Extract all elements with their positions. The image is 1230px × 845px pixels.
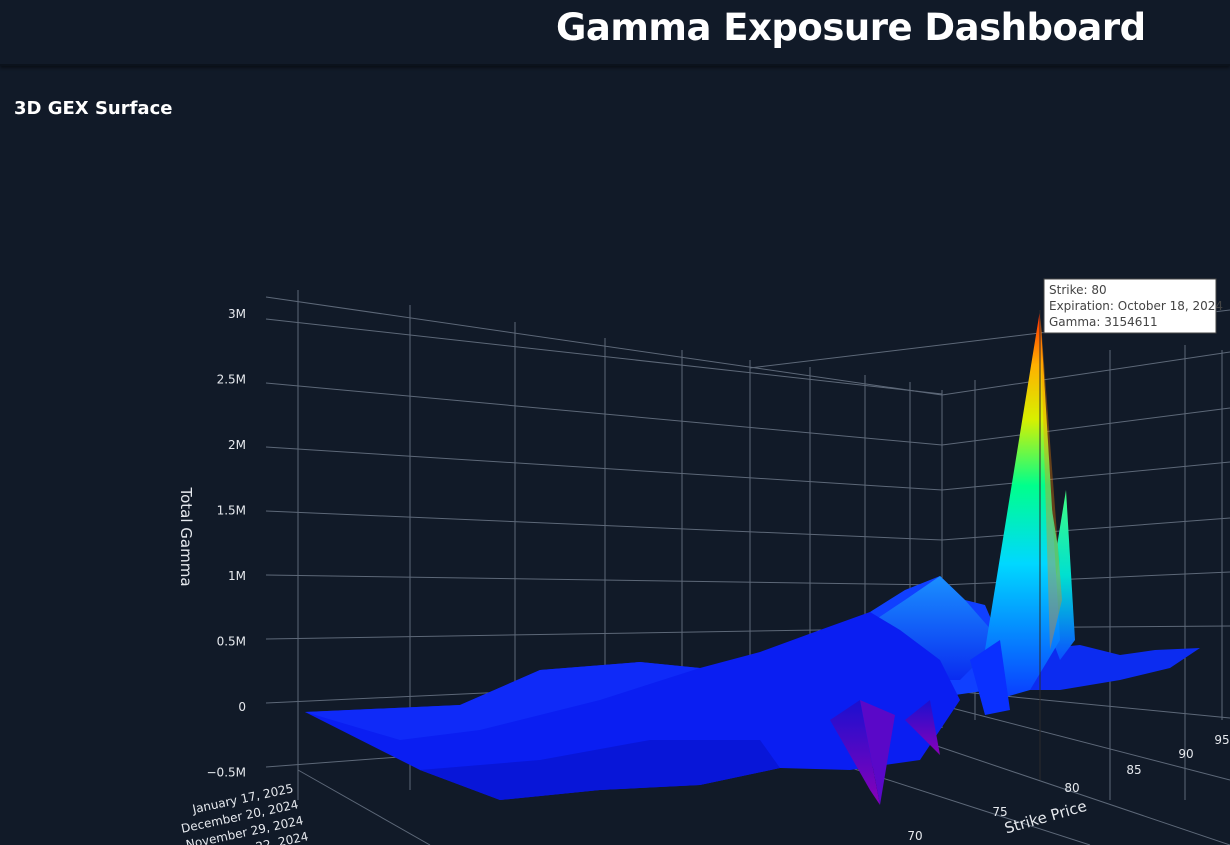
grid-line [265,574,943,586]
grid-line [265,382,943,446]
grid-line [297,769,431,845]
hover-tooltip: Strike: 80 Expiration: October 18, 2024 … [1043,278,1223,334]
z-tick-label: −0.5M [207,766,247,780]
grid-line [941,407,1230,446]
z-tick-label: 3M [228,307,246,321]
grid-line [941,571,1230,586]
strike-tick-label: 90 [1178,747,1193,761]
grid-line [265,296,943,396]
surface-main-top [305,662,700,740]
grid-line [941,517,1230,541]
z-tick-label: 1M [228,569,246,583]
strike-tick-label: 80 [1064,781,1079,795]
strike-axis-ticks: 70 75 80 85 90 95 [907,733,1229,843]
grid-line [939,704,1230,781]
tooltip-strike: Strike: 80 [1049,283,1107,297]
strike-tick-label: 85 [1126,763,1141,777]
z-axis-ticks: 3M 2.5M 2M 1.5M 1M 0.5M 0 −0.5M [207,307,247,780]
grid-line [265,446,943,491]
z-tick-label: 2M [228,438,246,452]
tooltip-expiration: Expiration: October 18, 2024 [1049,299,1223,313]
surface-trough-main [830,700,880,805]
z-tick-label: 1.5M [217,504,246,518]
grid-line [941,351,1230,396]
surface-main-front [420,740,780,800]
dashboard-title: Gamma Exposure Dashboard [556,6,1146,49]
header-bar: Gamma Exposure Dashboard [0,0,1230,66]
z-tick-label: 2.5M [217,373,246,387]
z-tick-label: 0 [238,700,246,714]
surface-foreground-fold [970,640,1010,715]
z-axis-title: Total Gamma [177,486,195,586]
surface-main [305,612,960,800]
tooltip-gamma: Gamma: 3154611 [1049,315,1158,329]
z-tick-label: 0.5M [217,635,246,649]
surface-peak-shade [1040,310,1062,650]
surface-trough-side [860,700,895,805]
surface-peak-main[interactable] [985,310,1060,700]
x-axis-title: Strike Price [1003,797,1089,838]
grid-line [265,510,943,541]
grid-line [265,318,943,395]
panel-title: 3D GEX Surface [14,98,173,119]
strike-tick-label: 75 [992,805,1007,819]
tooltip-box [1043,278,1217,334]
gamma-surface[interactable] [305,310,1200,805]
strike-tick-label: 70 [907,829,922,843]
strike-tick-label: 95 [1214,733,1229,747]
grid-line [941,461,1230,491]
surface-trough-small [905,700,940,755]
